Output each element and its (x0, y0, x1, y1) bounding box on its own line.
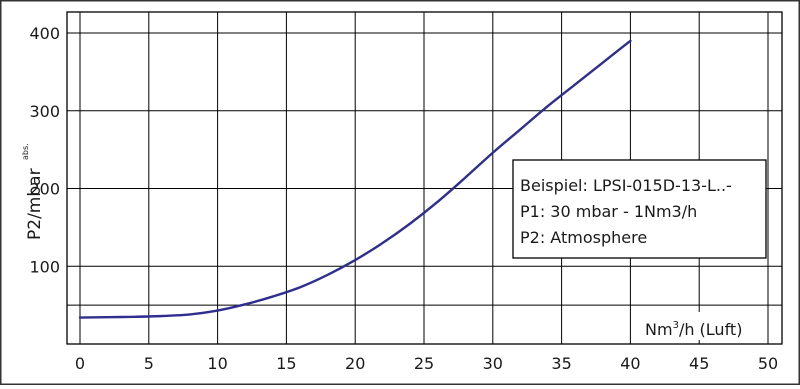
x-tick-label-5: 5 (144, 354, 154, 373)
annotation-line-1: Beispiel: LPSI-015D-13-L..- (520, 176, 732, 195)
x-tick-label-0: 0 (75, 354, 85, 373)
x-tick-label-30: 30 (483, 354, 503, 373)
y-axis-title-sub: abs. (21, 143, 30, 160)
y-tick-label-100: 100 (29, 257, 60, 276)
annotation-line-3: P2: Atmosphere (520, 228, 647, 247)
x-tick-label-50: 50 (758, 354, 778, 373)
x-tick-label-15: 15 (276, 354, 296, 373)
x-tick-label-25: 25 (414, 354, 434, 373)
x-tick-label-20: 20 (345, 354, 365, 373)
y-tick-label-400: 400 (29, 24, 60, 43)
x-tick-label-40: 40 (620, 354, 640, 373)
x-axis-title-text: Nm3/h (Luft) (645, 320, 742, 339)
y-axis-title: P2/mbar abs. (21, 143, 45, 240)
annotation-box: Beispiel: LPSI-015D-13-L..- P1: 30 mbar … (513, 160, 766, 258)
x-tick-label-35: 35 (551, 354, 571, 373)
x-tick-label-45: 45 (689, 354, 709, 373)
y-axis-title-main: P2/mbar (25, 168, 45, 240)
annotation-line-2: P1: 30 mbar - 1Nm3/h (520, 202, 697, 221)
x-axis-title-base: Nm (645, 320, 673, 339)
x-axis-title: Nm3/h (Luft) (641, 312, 766, 340)
x-axis-title-rest: /h (Luft) (679, 320, 743, 339)
y-tick-label-300: 300 (29, 102, 60, 121)
x-tick-label-10: 10 (207, 354, 227, 373)
